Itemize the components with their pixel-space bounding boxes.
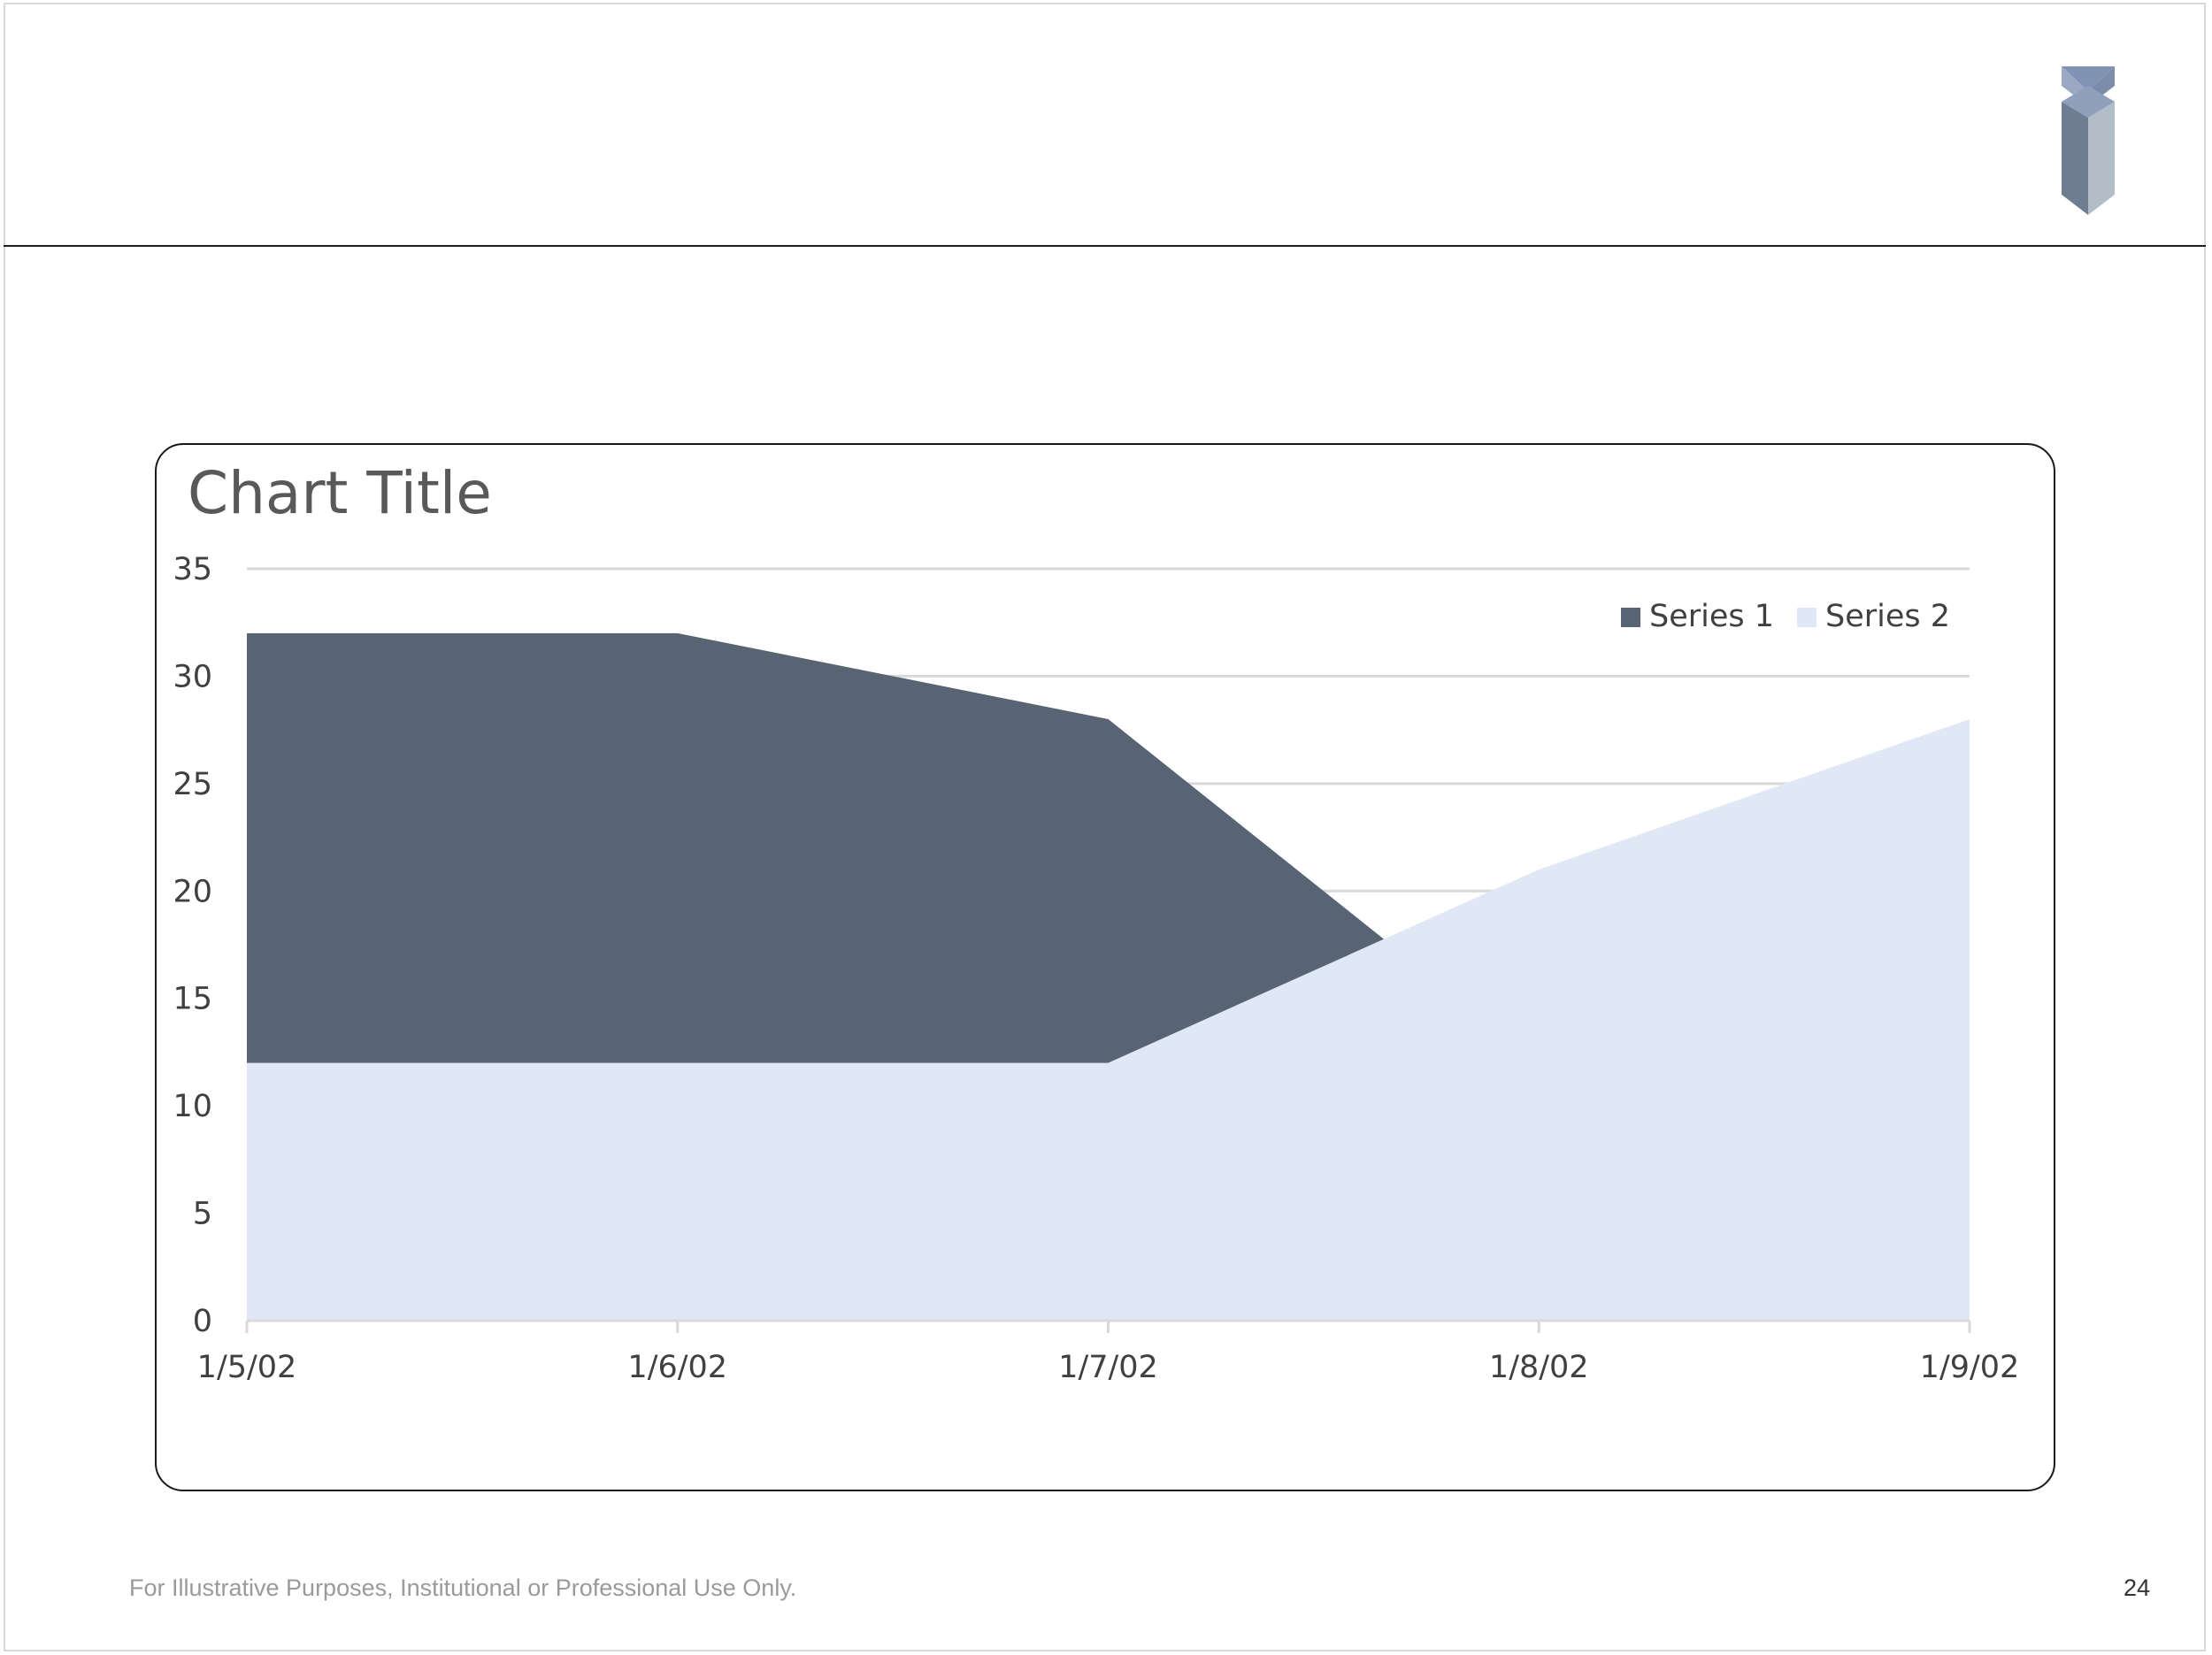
x-tick-label: 1/5/02: [197, 1350, 297, 1385]
legend-swatch-series-2: [1797, 608, 1816, 627]
y-tick-label: 0: [193, 1304, 212, 1339]
y-tick-label: 35: [173, 552, 212, 587]
header-divider: [4, 245, 2206, 247]
axes: 0 5 10 15 20 25 30 35 1/5/02 1/6/02 1/7/02 1/8/02 1/…: [173, 552, 2019, 1385]
page-number: 24: [2123, 1575, 2150, 1601]
y-tick-label: 25: [173, 767, 212, 802]
x-tick-label: 1/7/02: [1058, 1350, 1158, 1385]
series-2-area: [247, 719, 1970, 1321]
x-tick-label: 1/8/02: [1489, 1350, 1589, 1385]
y-tick-label: 30: [173, 659, 212, 694]
x-tick-label: 1/6/02: [627, 1350, 727, 1385]
footer-disclaimer: For Illustrative Purposes, Institutional…: [129, 1575, 797, 1601]
y-tick-label: 20: [173, 874, 212, 909]
series-areas: [247, 632, 1970, 1321]
y-tick-label: 15: [173, 982, 212, 1017]
chart-title: Chart Title: [188, 459, 492, 527]
legend-label-series-1: Series 1: [1649, 599, 1774, 634]
y-tick-label: 5: [193, 1197, 212, 1232]
tower-logo-icon: [2062, 66, 2115, 215]
y-tick-label: 10: [173, 1089, 212, 1124]
slide-frame: [4, 3, 2206, 1651]
x-tick-label: 1/9/02: [1920, 1350, 2020, 1385]
legend-swatch-series-1: [1621, 608, 1640, 627]
legend: Series 1 Series 2: [1621, 599, 1950, 634]
legend-label-series-2: Series 2: [1825, 599, 1950, 634]
